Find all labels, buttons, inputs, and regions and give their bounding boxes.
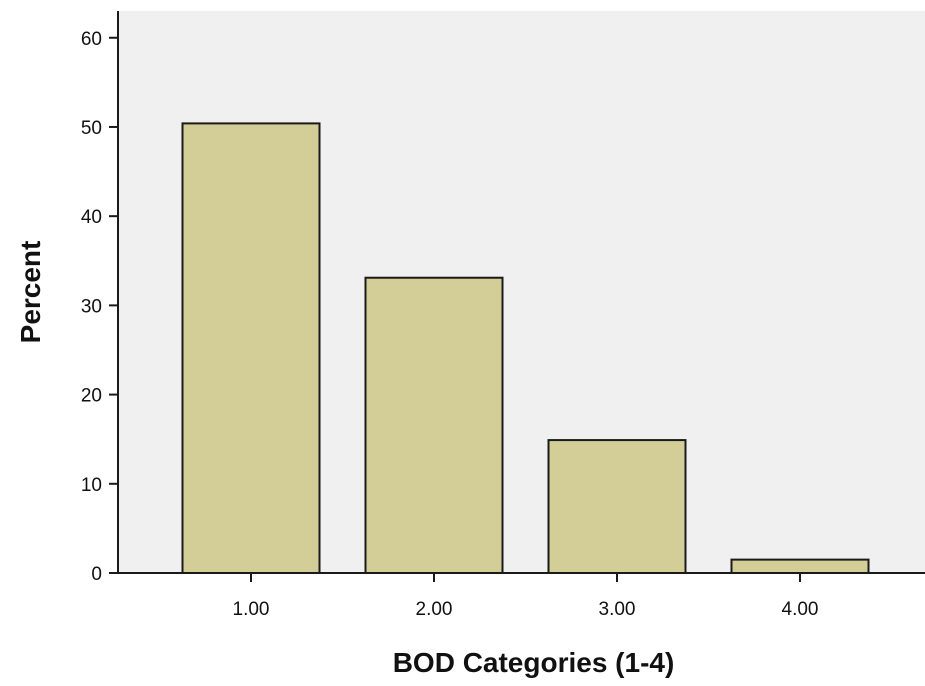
y-axis-title: Percent [15, 241, 46, 344]
bar-3.00 [547, 439, 687, 575]
y-tick-label-20: 20 [81, 386, 102, 407]
y-tick-label-0: 0 [91, 564, 102, 585]
bar-2.00 [364, 276, 504, 574]
x-tick-label-3.00: 3.00 [599, 599, 636, 620]
x-axis-ticks: 1.00 2.00 3.00 4.00 [233, 573, 819, 620]
y-tick-label-50: 50 [81, 118, 102, 139]
y-tick-label-10: 10 [81, 475, 102, 496]
y-tick-label-60: 60 [81, 29, 102, 50]
x-tick-label-4.00: 4.00 [782, 599, 819, 620]
bar-1.00 [181, 122, 321, 575]
bar-4.00 [730, 558, 870, 574]
y-tick-label-30: 30 [81, 296, 102, 317]
y-tick-label-40: 40 [81, 207, 102, 228]
y-axis-ticks: 0 10 20 30 40 50 60 [81, 29, 118, 585]
x-axis-title: BOD Categories (1-4) [393, 647, 675, 678]
x-tick-label-1.00: 1.00 [233, 599, 270, 620]
x-tick-label-2.00: 2.00 [416, 599, 453, 620]
bars-group [181, 122, 870, 575]
